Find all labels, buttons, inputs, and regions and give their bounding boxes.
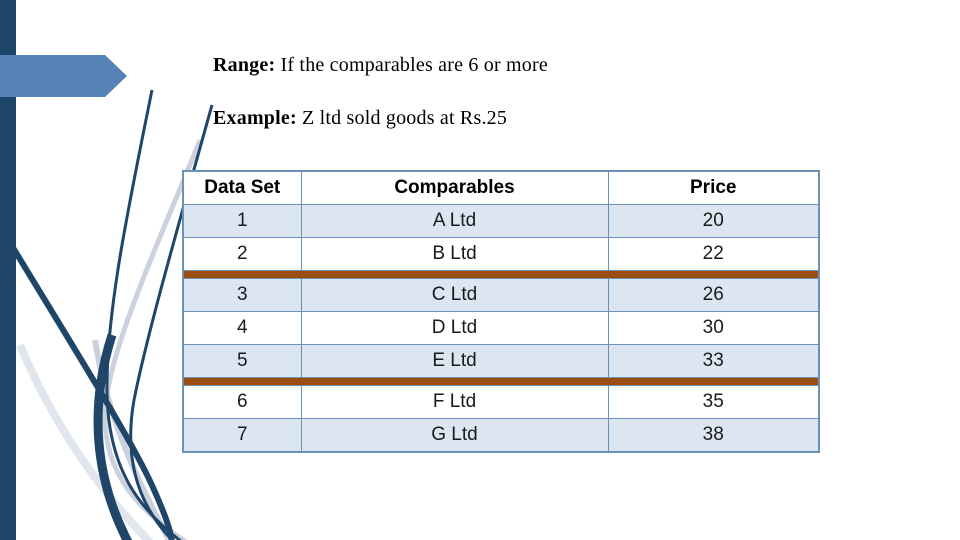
cell-price: 20	[607, 204, 820, 238]
table-row: 2 B Ltd 22	[182, 237, 820, 271]
cell-dataset: 4	[182, 311, 302, 345]
arrow-accent-shape	[0, 55, 127, 97]
cell-comparable: F Ltd	[300, 385, 609, 419]
cell-dataset: 2	[182, 237, 302, 271]
table-row: 1 A Ltd 20	[182, 204, 820, 238]
heading-example-text: Z ltd sold goods at Rs.25	[296, 107, 508, 129]
left-accent-bar	[0, 0, 16, 540]
cell-price: 26	[607, 278, 820, 312]
comparables-table: Data Set Comparables Price 1 A Ltd 20 2 …	[182, 170, 820, 453]
cell-price: 38	[607, 418, 820, 453]
cell-dataset: 7	[182, 418, 302, 453]
table-row: 7 G Ltd 38	[182, 418, 820, 453]
cell-price: 33	[607, 344, 820, 378]
cell-comparable: G Ltd	[300, 418, 609, 453]
table-row: 5 E Ltd 33	[182, 344, 820, 378]
cell-dataset: 3	[182, 278, 302, 312]
cell-dataset: 6	[182, 385, 302, 419]
cell-price: 30	[607, 311, 820, 345]
cell-dataset: 1	[182, 204, 302, 238]
col-header-comparables: Comparables	[300, 170, 609, 205]
cell-comparable: C Ltd	[300, 278, 609, 312]
table-header-row: Data Set Comparables Price	[182, 170, 820, 205]
cell-comparable: A Ltd	[300, 204, 609, 238]
cell-comparable: E Ltd	[300, 344, 609, 378]
heading-range-label: Range:	[213, 54, 276, 76]
cell-dataset: 5	[182, 344, 302, 378]
table-row: 6 F Ltd 35	[182, 385, 820, 419]
cell-price: 35	[607, 385, 820, 419]
col-header-price: Price	[607, 170, 820, 205]
table-row: 3 C Ltd 26	[182, 278, 820, 312]
cell-comparable: B Ltd	[300, 237, 609, 271]
brown-divider-line	[182, 270, 820, 279]
heading-example: Example: Z ltd sold goods at Rs.25	[213, 107, 507, 130]
cell-price: 22	[607, 237, 820, 271]
heading-example-label: Example:	[213, 107, 297, 129]
heading-range-text: If the comparables are 6 or more	[275, 54, 548, 76]
table-row: 4 D Ltd 30	[182, 311, 820, 345]
brown-divider-line	[182, 377, 820, 386]
swoosh-curves	[9, 89, 214, 540]
heading-range: Range: If the comparables are 6 or more	[213, 54, 548, 77]
cell-comparable: D Ltd	[300, 311, 609, 345]
col-header-data-set: Data Set	[182, 170, 302, 205]
